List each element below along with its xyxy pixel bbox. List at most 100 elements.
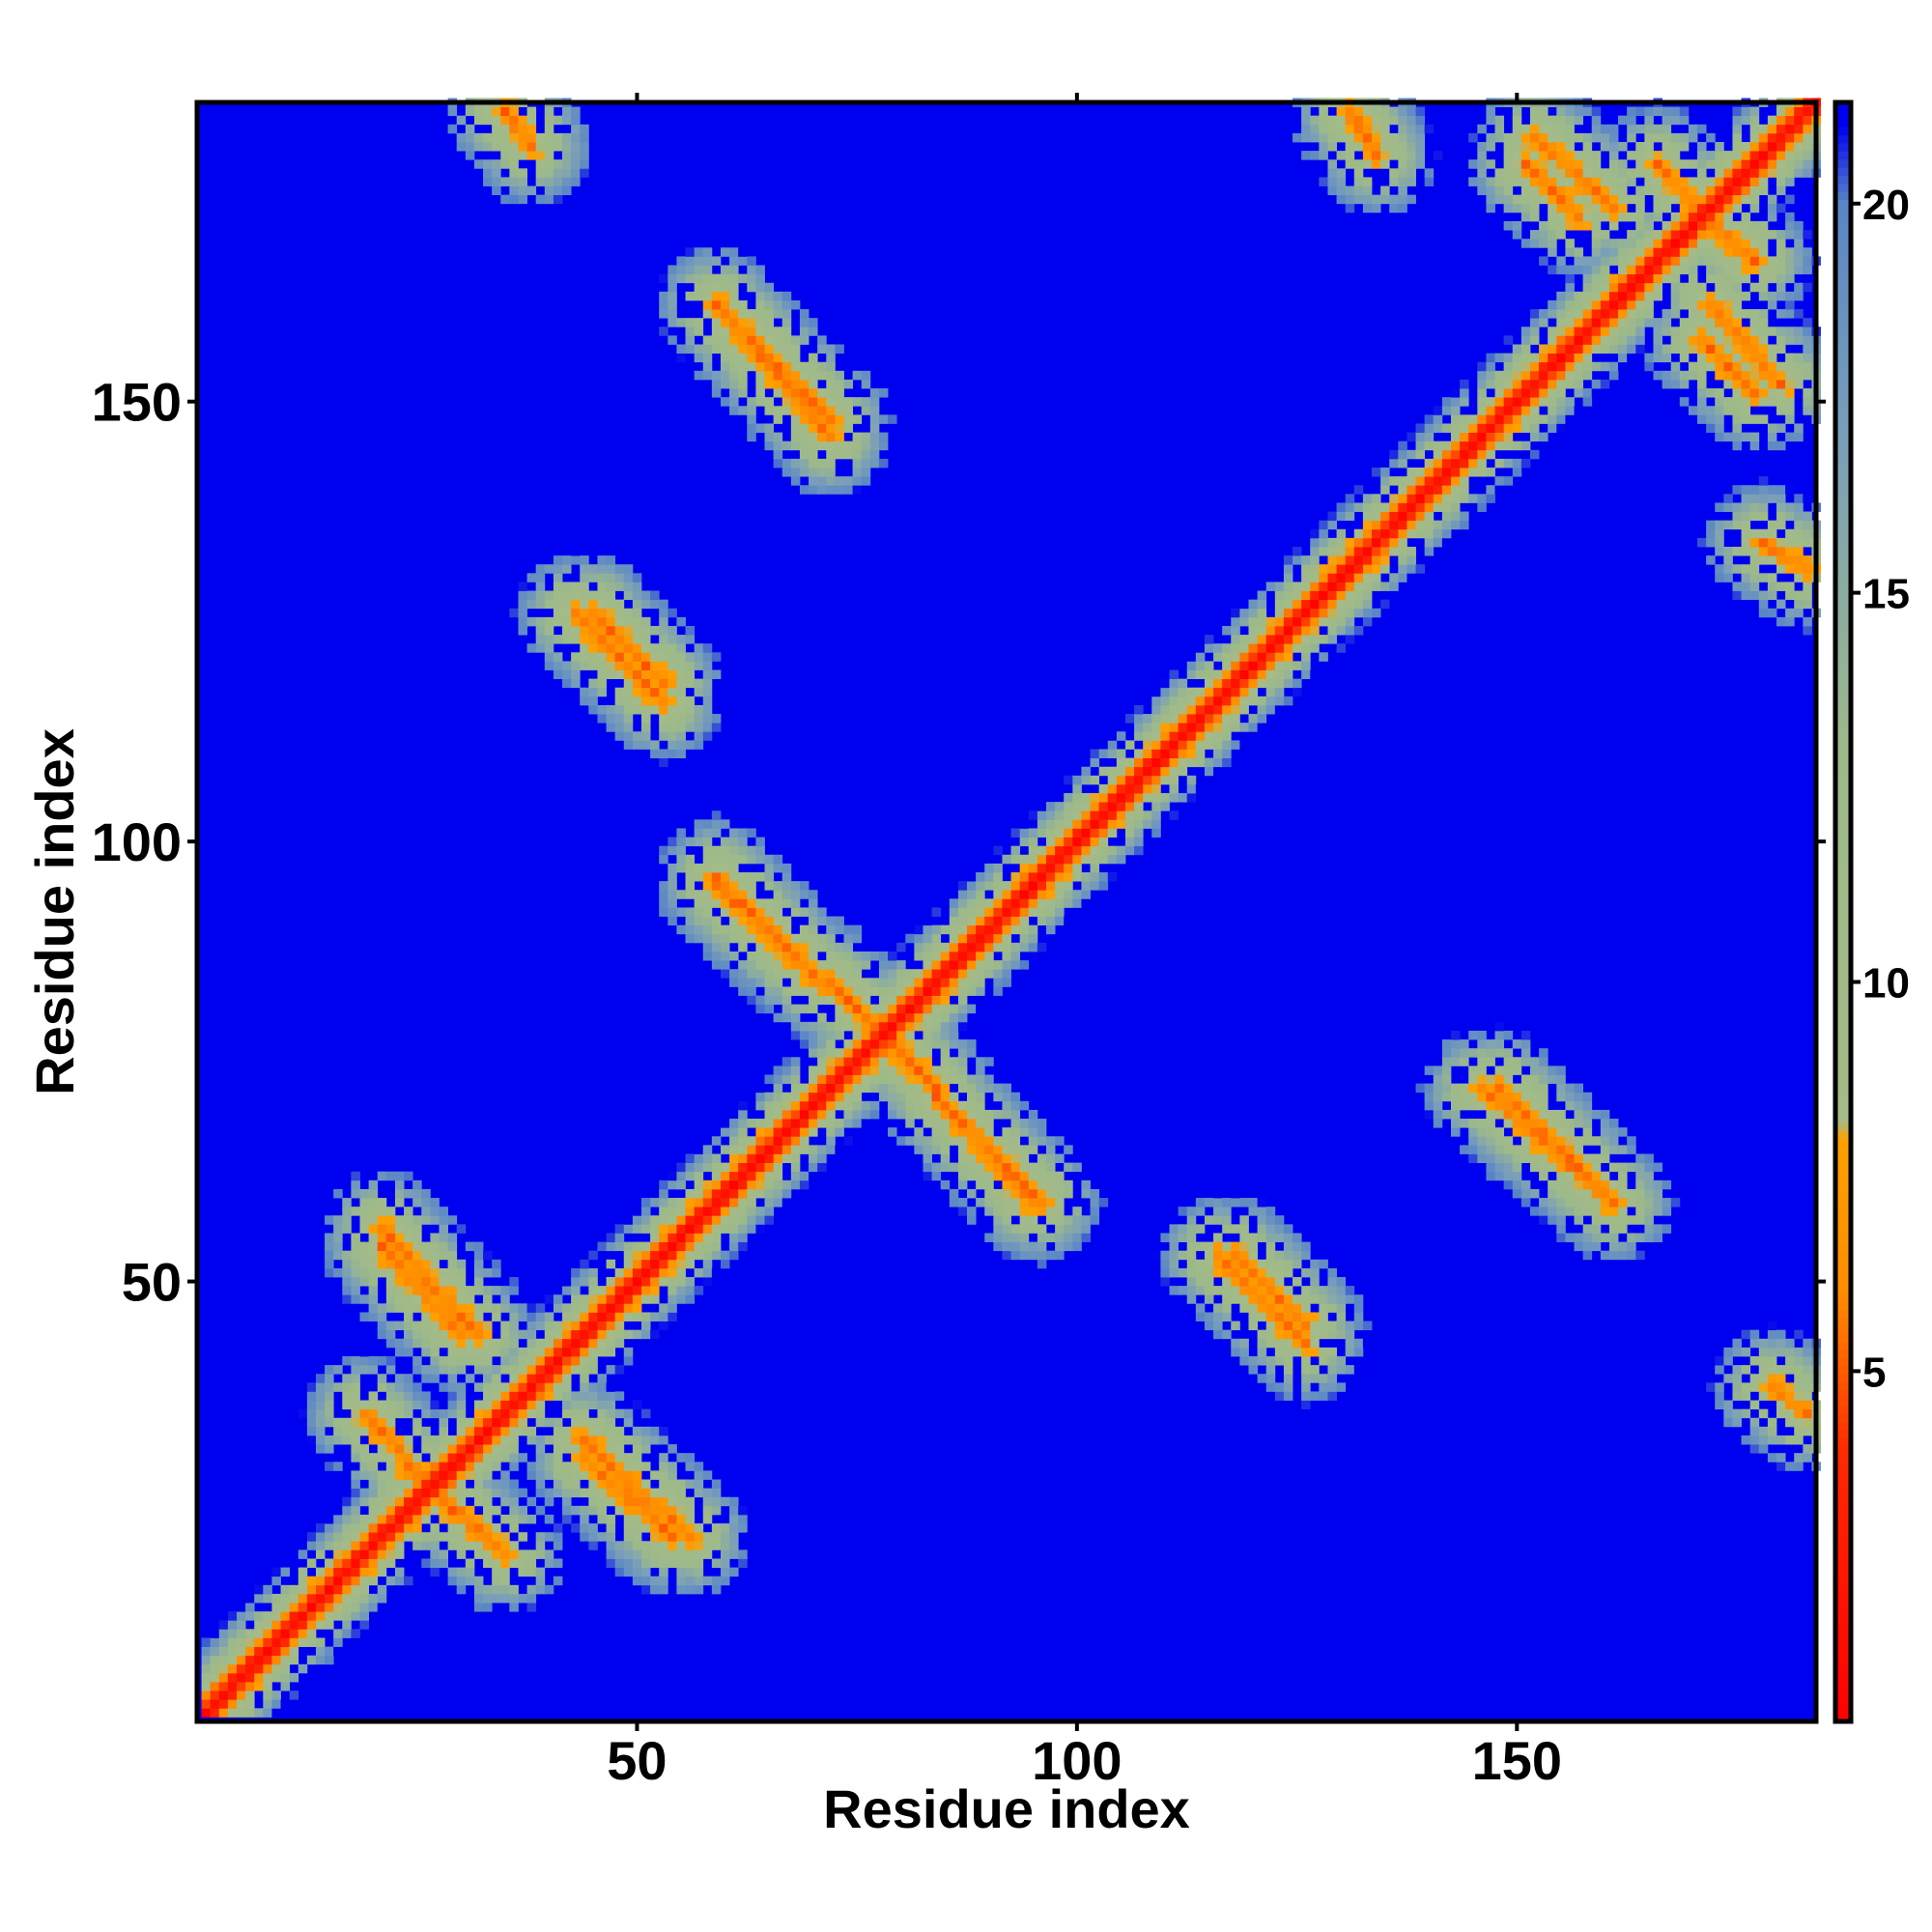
heatmap-cell [694, 344, 704, 354]
heatmap-cell [720, 397, 730, 407]
heatmap-cell [1477, 177, 1487, 186]
heatmap-cell [640, 687, 651, 697]
heatmap-cell [1169, 793, 1179, 803]
heatmap-cell [526, 115, 537, 126]
heatmap-cell [799, 1039, 810, 1049]
heatmap-cell [1336, 616, 1347, 627]
heatmap-cell [1415, 1083, 1426, 1094]
heatmap-cell [923, 1030, 932, 1040]
heatmap-cell [711, 344, 722, 354]
heatmap-cell [1293, 1250, 1302, 1261]
heatmap-cell [483, 1303, 493, 1313]
heatmap-cell [1151, 740, 1161, 750]
heatmap-cell [439, 1329, 448, 1340]
heatmap-cell [993, 1083, 1003, 1094]
heatmap-cell [1010, 1119, 1021, 1128]
heatmap-cell [1353, 573, 1364, 582]
heatmap-cell [1265, 1215, 1276, 1225]
heatmap-cell [571, 1435, 581, 1445]
heatmap-cell [702, 361, 713, 372]
heatmap-cell [668, 1224, 677, 1234]
heatmap-cell [1098, 749, 1109, 758]
heatmap-cell [1274, 1250, 1285, 1261]
heatmap-cell [1336, 582, 1347, 591]
heatmap-cell [553, 1426, 563, 1436]
heatmap-cell [342, 1374, 352, 1383]
heatmap-cell [817, 458, 827, 469]
heatmap-cell [623, 669, 634, 680]
heatmap-cell [668, 687, 677, 697]
heatmap-cell [711, 714, 722, 724]
heatmap-cell [1028, 1109, 1038, 1120]
heatmap-cell [614, 1479, 625, 1490]
heatmap-cell [1186, 723, 1197, 732]
heatmap-cell [588, 1382, 598, 1392]
heatmap-cell [940, 995, 951, 1006]
heatmap-cell [773, 1012, 783, 1023]
heatmap-cell [526, 1514, 537, 1524]
heatmap-cell [861, 1012, 871, 1023]
heatmap-cell [1336, 185, 1347, 196]
heatmap-cell [1301, 1250, 1311, 1261]
heatmap-cell [668, 318, 677, 327]
heatmap-cell [394, 1408, 405, 1419]
heatmap-cell [623, 1505, 634, 1516]
heatmap-cell [957, 951, 968, 961]
heatmap-cell [1248, 1241, 1258, 1252]
heatmap-cell [809, 890, 818, 899]
heatmap-cell [1301, 132, 1311, 143]
heatmap-cell [1336, 1329, 1347, 1340]
heatmap-cell [385, 1267, 396, 1278]
heatmap-cell [738, 828, 748, 838]
heatmap-cell [764, 1198, 775, 1208]
heatmap-cell [412, 1267, 422, 1278]
heatmap-cell [1460, 1119, 1469, 1128]
heatmap-cell [492, 1365, 501, 1375]
heatmap-cell [1204, 1198, 1214, 1208]
heatmap-cell [509, 1514, 519, 1524]
heatmap-cell [659, 881, 668, 891]
heatmap-cell [632, 1532, 642, 1542]
heatmap-cell [1424, 502, 1435, 512]
heatmap-cell [1107, 819, 1118, 829]
heatmap-cell [685, 661, 696, 670]
heatmap-cell [676, 652, 686, 662]
heatmap-cell [852, 924, 863, 935]
heatmap-cell [1327, 1321, 1337, 1331]
heatmap-cell [676, 256, 686, 266]
heatmap-cell [500, 151, 510, 160]
heatmap-cell [1134, 845, 1144, 856]
heatmap-cell [306, 1620, 317, 1630]
heatmap-cell [597, 1382, 607, 1392]
heatmap-cell [500, 1382, 510, 1392]
heatmap-cell [764, 995, 775, 1006]
heatmap-cell [315, 1382, 326, 1392]
heatmap-cell [473, 1453, 484, 1463]
heatmap-cell [755, 344, 765, 354]
heatmap-cell [843, 1021, 853, 1032]
heatmap-cell [967, 942, 977, 952]
heatmap-cell [1503, 177, 1514, 186]
heatmap-cell [993, 960, 1003, 970]
heatmap-cell [359, 1567, 370, 1577]
heatmap-cell [1450, 397, 1461, 407]
heatmap-cell [1477, 1119, 1487, 1128]
heatmap-cell [1010, 924, 1021, 935]
heatmap-cell [385, 1215, 396, 1225]
heatmap-cell [676, 1179, 686, 1190]
heatmap-cell [685, 916, 696, 926]
heatmap-cell [1406, 502, 1416, 512]
heatmap-cell [377, 1374, 387, 1383]
heatmap-cell [210, 1690, 220, 1700]
heatmap-cell [1477, 1074, 1487, 1085]
heatmap-cell [888, 986, 897, 996]
heatmap-cell [729, 309, 739, 319]
heatmap-cell [1301, 608, 1311, 618]
heatmap-cell [518, 1400, 527, 1410]
heatmap-cell [385, 1549, 396, 1559]
heatmap-cell [456, 1444, 467, 1454]
heatmap-cell [439, 1435, 448, 1445]
heatmap-cell [967, 1136, 977, 1146]
heatmap-cell [342, 1514, 352, 1524]
heatmap-cell [640, 1224, 651, 1234]
